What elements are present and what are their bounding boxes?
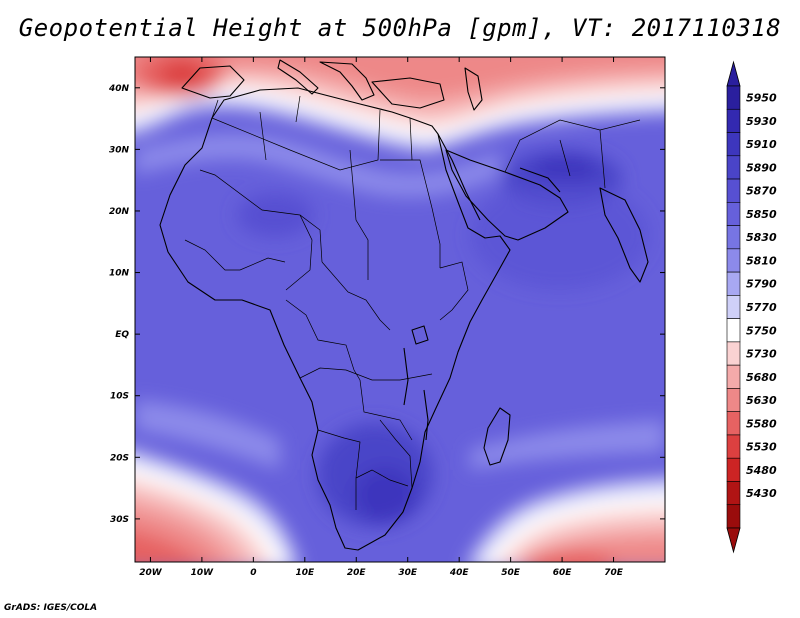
colorbar-swatch: [726, 155, 741, 180]
colorbar-label: 5950: [746, 92, 777, 105]
red-sea-inner: [437, 133, 481, 221]
colorbar-swatch: [726, 132, 741, 157]
colorbar-label: 5730: [746, 348, 777, 361]
colorbar-label: 5810: [746, 254, 777, 267]
lon-tick-label: 20W: [139, 568, 163, 578]
colorbar-swatch: [726, 295, 741, 319]
colorbar-label: 5530: [746, 441, 777, 454]
colorbar-label: 5480: [746, 464, 777, 477]
colorbar-swatch: [726, 248, 741, 273]
caspian-sea: [464, 67, 483, 111]
colorbar-swatch: [726, 364, 741, 389]
colorbar-swatch: [726, 388, 741, 412]
lon-tick-label: 70E: [604, 568, 624, 578]
colorbar: 5950 5930 5910 5890 5870 5850 5830 5810 5790 5770…: [726, 60, 777, 554]
colorbar-label: 5910: [746, 138, 777, 151]
colorbar-swatch: [726, 341, 741, 366]
colorbar-label: 5750: [746, 324, 777, 337]
lon-tick-label: 30E: [398, 568, 418, 578]
lat-axis: 40N 30N 20N 10N EQ 10S 20S 30S: [108, 84, 665, 525]
lat-tick-label: 10N: [109, 269, 130, 279]
lat-tick-label: 30N: [109, 145, 130, 155]
map-title: Geopotential Height at 500hPa [gpm], VT:…: [18, 14, 782, 42]
madagascar-coastline: [483, 407, 511, 466]
lat-tick-label: 40N: [108, 84, 130, 94]
height-field: [135, 57, 665, 562]
colorbar-swatch: [726, 108, 741, 133]
colorbar-swatch: [726, 411, 741, 436]
colorbar-top-arrow: [726, 60, 741, 87]
balkans-coastline: [319, 61, 375, 101]
colorbar-swatch: [726, 202, 741, 226]
italy-coastline: [277, 59, 319, 95]
lat-tick-label: 10S: [110, 392, 129, 402]
colorbar-label: 5930: [746, 115, 777, 128]
lon-tick-label: 40E: [449, 568, 470, 578]
lon-tick-label: 20E: [347, 568, 367, 578]
colorbar-swatch: [726, 225, 741, 250]
lat-tick-label: 20S: [110, 453, 129, 463]
lon-tick-label: 10W: [191, 568, 215, 578]
colorbar-swatch: [726, 271, 741, 296]
persian-gulf: [519, 167, 561, 193]
lon-tick-label: 60E: [553, 568, 573, 578]
lon-axis: 20W 10W 0 10E 20E 30E 40E 50E 60E 70E: [139, 57, 624, 578]
colorbar-swatch: [726, 457, 741, 482]
iberia-coastline: [181, 65, 245, 99]
colorbar-label: 5770: [746, 301, 777, 314]
india-coastline: [599, 187, 649, 283]
colorbar-swatch: [726, 481, 741, 506]
colorbar-swatch: [726, 434, 741, 459]
lon-tick-label: 50E: [501, 568, 521, 578]
lat-tick-label: 30S: [110, 515, 129, 525]
colorbar-label: 5830: [746, 231, 777, 244]
plot-frame: [134, 56, 666, 563]
colorbar-label: 5630: [746, 394, 777, 407]
colorbar-swatch: [726, 85, 741, 110]
lake-tanganyika: [403, 347, 409, 406]
colorbar-label: 5790: [746, 278, 777, 291]
colorbar-swatch: [726, 318, 741, 343]
lon-tick-label: 10E: [295, 568, 315, 578]
lat-tick-label: EQ: [115, 330, 129, 340]
colorbar-label: 5870: [746, 185, 777, 198]
lake-malawi: [423, 389, 429, 441]
colorbar-label: 5850: [746, 208, 777, 221]
lat-tick-label: 20N: [109, 207, 130, 217]
country-borders: [184, 95, 641, 510]
colorbar-swatch: [726, 178, 741, 203]
high-sahara: [237, 193, 313, 237]
colorbar-bottom-arrow: [726, 527, 741, 554]
grads-credit: GrADS: IGES/COLA: [4, 603, 98, 613]
colorbar-label: 5890: [746, 161, 777, 174]
colorbar-swatch: [726, 504, 741, 529]
colorbar-label: 5580: [746, 417, 777, 430]
colorbar-label: 5680: [746, 371, 777, 384]
anatolia-coastline: [371, 77, 445, 109]
lake-victoria: [411, 325, 429, 345]
lon-tick-label: 0: [250, 568, 256, 578]
colorbar-label: 5430: [746, 487, 777, 500]
